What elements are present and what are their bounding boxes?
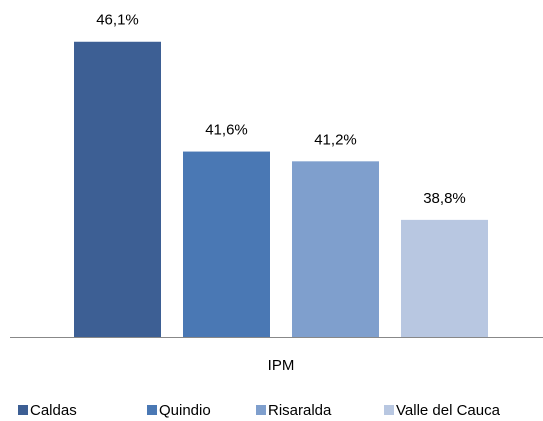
data-label: 41,2% [314, 131, 357, 148]
bar [401, 219, 488, 337]
legend-label: Risaralda [268, 402, 332, 419]
legend-swatch [18, 405, 28, 415]
data-label: 38,8% [423, 190, 466, 207]
legend-label: Valle del Cauca [396, 402, 501, 419]
data-label: 41,6% [205, 122, 248, 139]
bar [292, 161, 379, 337]
legend-swatch [384, 405, 394, 415]
legend-label: Caldas [30, 402, 77, 419]
data-label: 46,1% [96, 12, 139, 29]
bar [74, 41, 161, 337]
bar [183, 151, 270, 337]
legend-swatch [147, 405, 157, 415]
legend-swatch [256, 405, 266, 415]
legend-label: Quindio [159, 402, 211, 419]
x-tick-label: IPM [268, 357, 295, 374]
